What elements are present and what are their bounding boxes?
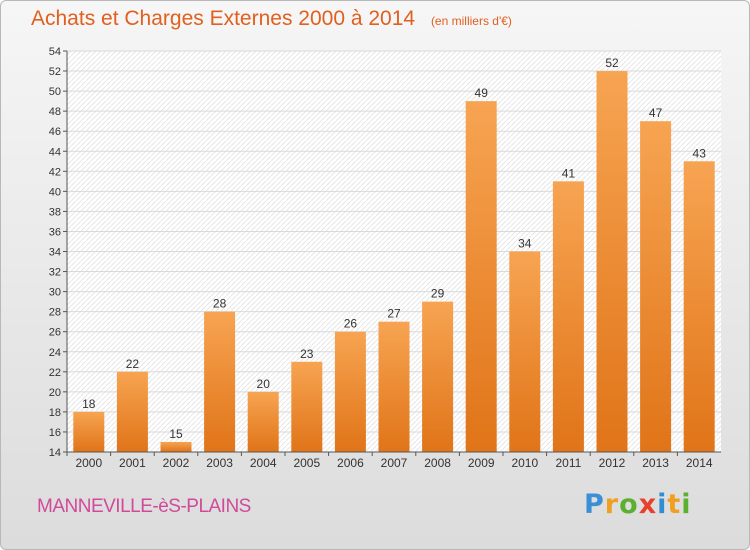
y-tick-label: 42 <box>49 166 61 178</box>
x-tick-label-2000: 2000 <box>75 456 102 470</box>
y-tick-label: 32 <box>49 267 61 279</box>
data-label-2009: 49 <box>475 86 489 100</box>
y-tick-label: 54 <box>49 46 61 58</box>
y-tick-label: 38 <box>49 206 61 218</box>
x-tick-label-2002: 2002 <box>163 456 190 470</box>
y-tick-label: 46 <box>49 126 61 138</box>
logo-letter: r <box>604 489 620 520</box>
bar-2012 <box>596 71 628 453</box>
data-label-2001: 22 <box>126 357 140 371</box>
y-tick-label: 52 <box>49 66 61 78</box>
data-label-2002: 15 <box>169 427 183 441</box>
y-tick-label: 24 <box>49 347 61 359</box>
y-tick-label: 48 <box>49 106 61 118</box>
bar-2008 <box>422 301 454 452</box>
bar-2011 <box>552 181 584 452</box>
proxiti-logo: Proxiti <box>584 489 692 520</box>
y-tick-label: 16 <box>49 427 61 439</box>
y-tick-label: 30 <box>49 287 61 299</box>
bars: 18 22 15 28 20 23 26 27 29 49 34 41 52 47 43 <box>73 56 715 453</box>
x-tick-label-2004: 2004 <box>250 456 277 470</box>
y-tick-label: 26 <box>49 327 61 339</box>
bar-2002 <box>160 441 192 452</box>
bar-2013 <box>640 121 672 453</box>
bar-2010 <box>509 251 541 452</box>
data-label-2012: 52 <box>605 56 619 70</box>
data-label-2000: 18 <box>82 397 96 411</box>
chart-title: Achats et Charges Externes 2000 à 2014 (… <box>31 7 512 31</box>
chart-subtitle: (en milliers d'€) <box>430 14 512 28</box>
data-label-2004: 20 <box>257 377 271 391</box>
x-tick-label-2003: 2003 <box>206 456 233 470</box>
logo-letter: P <box>584 489 605 520</box>
bar-2004 <box>247 391 279 452</box>
data-label-2011: 41 <box>562 166 576 180</box>
data-label-2008: 29 <box>431 287 445 301</box>
logo-letter: o <box>619 489 639 520</box>
x-tick-label-2009: 2009 <box>468 456 495 470</box>
x-tick-label-2007: 2007 <box>381 456 408 470</box>
y-tick-label: 44 <box>49 146 61 158</box>
bar-2006 <box>334 331 366 452</box>
y-tick-label: 40 <box>49 186 61 198</box>
data-label-2003: 28 <box>213 297 227 311</box>
x-tick-label-2011: 2011 <box>555 456 581 470</box>
bar-2005 <box>291 361 323 452</box>
bar-2014 <box>683 161 715 452</box>
commune-name: MANNEVILLE-èS-PLAINS <box>37 496 251 517</box>
bar-2007 <box>378 321 410 452</box>
y-axis: 14 16 18 20 22 24 26 28 30 32 34 36 38 40 42 44 46 48 50 52… <box>49 46 721 459</box>
data-label-2013: 47 <box>649 106 663 120</box>
bar-2003 <box>204 311 236 452</box>
x-tick-label-2014: 2014 <box>686 456 713 470</box>
x-axis: 2000 2001 2002 2003 2004 2005 2006 2007 2008 2009… <box>66 452 713 470</box>
x-tick-label-2012: 2012 <box>599 456 626 470</box>
y-tick-label: 20 <box>49 387 61 399</box>
y-tick-label: 50 <box>49 86 61 98</box>
logo-letter: t <box>667 489 682 520</box>
y-tick-label: 34 <box>49 247 61 259</box>
x-tick-label-2006: 2006 <box>337 456 364 470</box>
data-label-2014: 43 <box>693 146 707 160</box>
x-tick-label-2013: 2013 <box>642 456 669 470</box>
x-tick-label-2010: 2010 <box>511 456 538 470</box>
y-tick-label: 28 <box>49 307 61 319</box>
x-tick-label-2008: 2008 <box>424 456 451 470</box>
bar-2001 <box>116 371 148 452</box>
bar-2009 <box>465 101 497 452</box>
x-tick-label-2001: 2001 <box>119 456 146 470</box>
data-label-2010: 34 <box>518 237 532 251</box>
chart-title-text: Achats et Charges Externes 2000 à 2014 <box>31 7 416 30</box>
x-tick-label-2005: 2005 <box>293 456 320 470</box>
y-tick-label: 14 <box>49 447 61 459</box>
y-tick-label: 18 <box>49 407 61 419</box>
logo-letter: i <box>657 489 668 520</box>
y-tick-label: 22 <box>49 367 61 379</box>
logo-letter: x <box>638 489 658 520</box>
bar-2000 <box>73 411 105 452</box>
logo-letter: i <box>681 489 692 520</box>
data-label-2007: 27 <box>387 307 401 321</box>
data-label-2006: 26 <box>344 317 358 331</box>
y-tick-label: 36 <box>49 226 61 238</box>
data-label-2005: 23 <box>300 347 314 361</box>
